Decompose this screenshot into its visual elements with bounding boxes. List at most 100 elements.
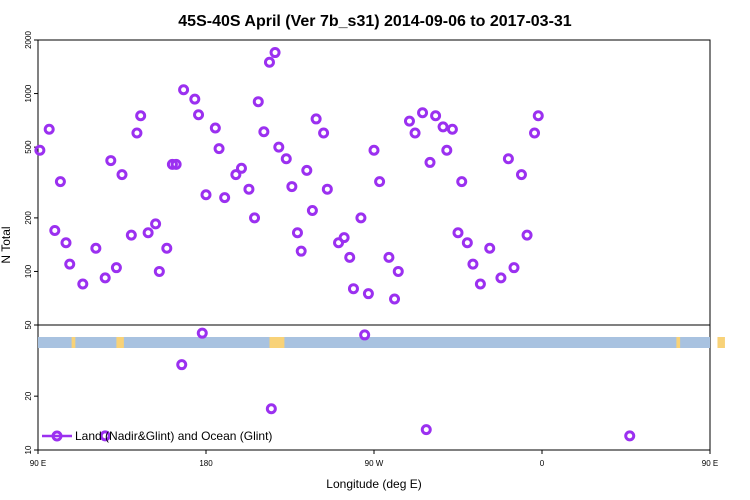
data-point [90,242,102,254]
data-point [306,205,318,217]
data-point [338,232,350,244]
y-tick-label: 100 [24,264,33,278]
data-point [318,127,330,139]
data-point [424,156,436,168]
data-point [49,224,61,236]
data-point [474,278,486,290]
data-point [532,110,544,122]
data-point [243,183,255,195]
coverage-band-highlight [269,337,285,348]
data-point [446,123,458,135]
lower-data-points [99,327,636,442]
data-point [467,258,479,270]
data-point [230,169,242,181]
data-point [273,141,285,153]
data-point [219,192,231,204]
data-point [286,181,298,193]
data-point [196,327,208,339]
data-point [77,278,89,290]
x-axis: 90 E 180 90 W 0 90 E [30,450,718,468]
y-tick-label: 10 [24,445,33,454]
data-point [502,153,514,165]
data-point [135,110,147,122]
data-point [456,176,468,188]
x-tick-label: 90 E [702,459,718,468]
data-point [200,189,212,201]
data-point [310,113,322,125]
data-point [461,237,473,249]
y-tick-label: 50 [24,320,33,329]
y-tick-label: 2000 [24,31,33,49]
data-point [295,245,307,257]
data-point [362,288,374,300]
x-axis-label: Longitude (deg E) [326,477,421,491]
data-point [193,109,205,121]
y-tick-label: 1000 [24,84,33,102]
data-point [344,251,356,263]
data-point [529,127,541,139]
data-point [383,251,395,263]
data-point [430,110,442,122]
data-point [150,218,162,230]
data-point [437,121,449,133]
data-point [213,143,225,155]
data-point [521,229,533,241]
data-point [99,272,111,284]
data-point [43,123,55,135]
chart-title: 45S-40S April (Ver 7b_s31) 2014-09-06 to… [178,13,572,30]
data-point [34,144,46,156]
data-point [291,227,303,239]
data-point [125,229,137,241]
data-point [347,283,359,295]
data-point [131,127,143,139]
data-point [403,115,415,127]
data-point [249,212,261,224]
legend: Land (Nadir&Glint) and Ocean (Glint) [42,429,272,443]
data-point [409,127,421,139]
data-point [60,237,72,249]
legend-marker [51,430,63,442]
data-point [99,430,111,442]
data-point [452,227,464,239]
data-point [280,153,292,165]
data-point [263,56,275,68]
data-point [209,122,221,134]
data-point [301,164,313,176]
coverage-band-highlight [717,337,725,348]
data-point [54,176,66,188]
data-point [368,144,380,156]
data-point [153,265,165,277]
data-point [64,258,76,270]
y-axis-label: N Total [0,226,13,263]
data-point [258,126,270,138]
data-point [176,359,188,371]
data-point [178,84,190,96]
data-point [161,242,173,254]
data-point [265,403,277,415]
x-tick-label: 0 [540,459,545,468]
coverage-band-highlight [676,337,681,348]
data-point [624,430,636,442]
data-point [170,158,182,170]
data-point [189,93,201,105]
upper-plot-frame [37,39,711,326]
data-point [420,424,432,436]
data-point [252,96,264,108]
data-point [321,183,333,195]
data-point [441,144,453,156]
data-point [515,169,527,181]
data-point [142,227,154,239]
data-point [269,47,281,59]
legend-text: Land (Nadir&Glint) and Ocean (Glint) [75,429,272,443]
coverage-band-highlight [116,337,124,348]
x-tick-label: 90 E [30,459,46,468]
data-point [105,155,117,167]
x-tick-label: 180 [199,459,213,468]
upper-data-points [34,47,544,305]
y-tick-label: 200 [24,211,33,225]
lower-y-axis: 10 20 [24,391,38,454]
data-point [484,242,496,254]
coverage-band [38,337,725,348]
data-point [359,329,371,341]
coverage-band-bar [38,337,710,348]
